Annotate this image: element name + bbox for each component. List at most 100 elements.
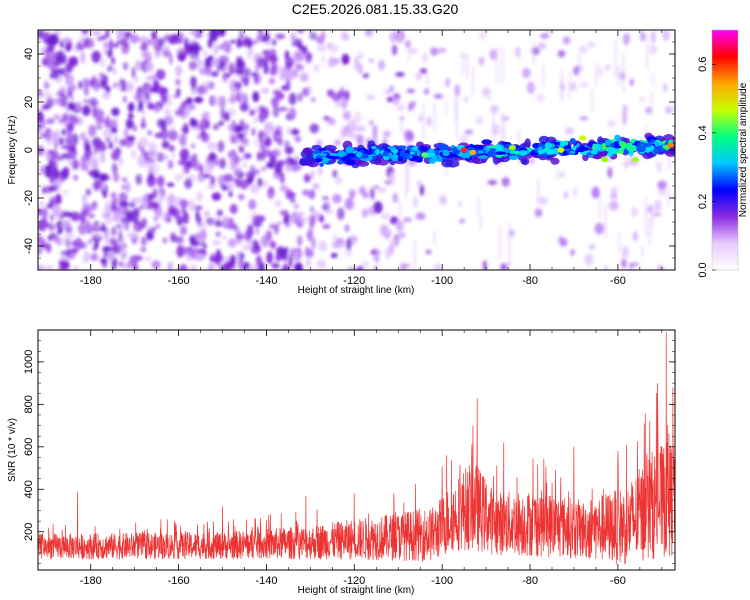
noise-blob	[253, 138, 259, 148]
signal-hotspot	[460, 147, 468, 153]
noise-blob	[417, 180, 422, 188]
noise-blob	[110, 127, 118, 134]
noise-blob	[317, 43, 326, 53]
noise-blob	[132, 199, 138, 209]
noise-blob	[195, 253, 206, 261]
noise-blob	[38, 111, 44, 123]
noise-blob	[38, 145, 45, 156]
noise-blob	[657, 187, 667, 197]
noise-blob	[382, 229, 392, 234]
noise-streak	[422, 103, 425, 140]
signal-halo	[550, 157, 560, 165]
x-tick-label: -100	[431, 275, 453, 287]
noise-blob	[353, 111, 362, 124]
noise-blob	[92, 245, 98, 252]
noise-blob	[134, 76, 139, 83]
noise-streak	[399, 202, 402, 218]
noise-blob	[276, 245, 285, 258]
noise-blob	[183, 122, 189, 135]
noise-streak	[641, 246, 644, 257]
signal-blob	[595, 147, 602, 151]
noise-blob	[41, 207, 48, 220]
noise-blob	[425, 249, 432, 255]
noise-blob	[406, 88, 416, 94]
noise-blob	[218, 120, 225, 126]
signal-blob	[495, 154, 503, 158]
noise-blob	[229, 79, 238, 92]
noise-blob	[346, 237, 352, 251]
noise-blob	[294, 135, 302, 143]
noise-blob	[321, 54, 325, 65]
signal-blob	[429, 157, 436, 164]
noise-blob	[269, 48, 277, 56]
y-tick-label: -20	[23, 190, 35, 206]
noise-blob	[38, 122, 42, 135]
noise-blob	[385, 247, 391, 259]
noise-blob	[129, 121, 135, 126]
noise-blob	[214, 221, 224, 227]
signal-blob	[513, 150, 520, 155]
noise-blob	[177, 51, 187, 59]
noise-blob	[109, 38, 113, 52]
noise-blob	[430, 47, 439, 56]
noise-blob	[526, 81, 536, 94]
signal-blob	[643, 142, 652, 148]
noise-blob	[210, 175, 215, 186]
noise-blob	[46, 152, 52, 161]
noise-blob	[131, 66, 136, 79]
noise-blob	[47, 62, 54, 70]
noise-blob	[262, 49, 271, 56]
noise-blob	[373, 201, 383, 214]
spectrogram-panel: -180 -160 -140 -120 -100 -80 -60 -40 -20 0 20 40 H…	[7, 29, 676, 296]
noise-blob	[164, 108, 172, 117]
noise-blob	[228, 63, 236, 75]
noise-blob	[536, 94, 545, 102]
noise-blob	[58, 176, 65, 183]
noise-blob	[297, 92, 303, 102]
signal-blob	[495, 151, 506, 155]
signal-blob	[442, 150, 450, 157]
x-tick-label: -60	[610, 575, 626, 587]
noise-blob	[505, 261, 512, 267]
noise-blob	[215, 257, 221, 263]
noise-blob	[51, 200, 56, 206]
y-tick-label: 800	[23, 395, 35, 413]
noise-blob	[218, 30, 226, 37]
noise-blob	[112, 82, 119, 89]
noise-blob	[206, 183, 216, 190]
noise-blob	[652, 212, 662, 217]
noise-blob	[623, 32, 630, 46]
noise-blob	[323, 116, 330, 121]
spectrogram-x-ticks: -180 -160 -140 -120 -100 -80 -60	[80, 30, 663, 287]
noise-blob	[156, 223, 160, 229]
signal-blob	[495, 144, 503, 152]
noise-blob	[118, 156, 124, 167]
noise-blob	[92, 137, 102, 148]
noise-blob	[237, 132, 245, 139]
noise-blob	[252, 39, 258, 45]
noise-blob	[182, 211, 189, 225]
noise-blob	[275, 33, 286, 40]
noise-blob	[558, 236, 564, 245]
signal-blob	[626, 144, 638, 152]
noise-blob	[527, 157, 536, 165]
noise-blob	[194, 55, 199, 61]
noise-blob	[101, 227, 107, 232]
signal-blob	[601, 143, 606, 150]
noise-blob	[290, 32, 296, 43]
signal-blob	[397, 156, 403, 162]
colorbar-gradient	[712, 30, 738, 270]
colorbar-tick-label: 0.2	[697, 194, 709, 209]
noise-blob	[68, 56, 79, 67]
noise-blob	[604, 265, 608, 270]
noise-streak	[604, 203, 607, 239]
noise-blob	[64, 230, 74, 241]
noise-blob	[293, 203, 300, 209]
noise-blob	[657, 264, 665, 270]
noise-blob	[557, 50, 566, 58]
noise-blob	[125, 118, 133, 130]
signal-blob	[315, 158, 322, 163]
noise-blob	[88, 239, 93, 244]
noise-blob	[111, 226, 117, 237]
noise-blob	[605, 64, 611, 71]
